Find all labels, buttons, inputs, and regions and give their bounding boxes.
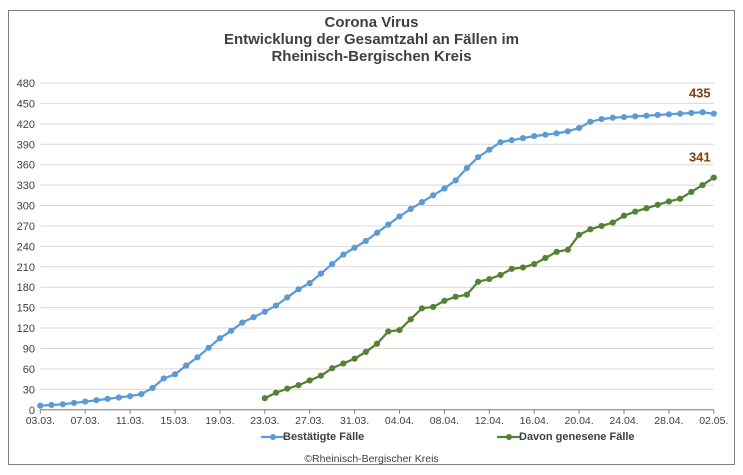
svg-text:90: 90 [23,343,35,355]
svg-text:341: 341 [689,150,711,165]
svg-text:27.03.: 27.03. [295,415,324,427]
svg-text:150: 150 [17,303,35,315]
svg-text:12.04.: 12.04. [475,415,504,427]
svg-text:02.05.: 02.05. [699,415,728,427]
svg-text:450: 450 [17,98,35,110]
svg-text:300: 300 [17,201,35,213]
svg-text:23.03.: 23.03. [250,415,279,427]
svg-text:240: 240 [17,241,35,253]
svg-text:19.03.: 19.03. [205,415,234,427]
svg-text:24.04.: 24.04. [609,415,638,427]
svg-text:390: 390 [17,139,35,151]
svg-text:30: 30 [23,384,35,396]
svg-text:03.03.: 03.03. [26,415,55,427]
svg-text:11.03.: 11.03. [116,415,144,427]
svg-text:210: 210 [17,262,35,274]
svg-text:08.04.: 08.04. [430,415,459,427]
svg-text:07.03.: 07.03. [71,415,100,427]
svg-text:120: 120 [17,323,35,335]
svg-text:360: 360 [17,160,35,172]
svg-text:180: 180 [17,282,35,294]
svg-text:60: 60 [23,364,35,376]
svg-text:270: 270 [17,221,35,233]
svg-text:420: 420 [17,119,35,131]
svg-text:28.04.: 28.04. [654,415,683,427]
svg-text:15.03.: 15.03. [160,415,189,427]
svg-text:435: 435 [689,86,711,101]
svg-text:480: 480 [17,78,35,90]
svg-text:16.04.: 16.04. [520,415,549,427]
svg-text:20.04.: 20.04. [564,415,593,427]
svg-text:04.04.: 04.04. [385,415,414,427]
svg-text:330: 330 [17,180,35,192]
svg-text:31.03.: 31.03. [340,415,369,427]
